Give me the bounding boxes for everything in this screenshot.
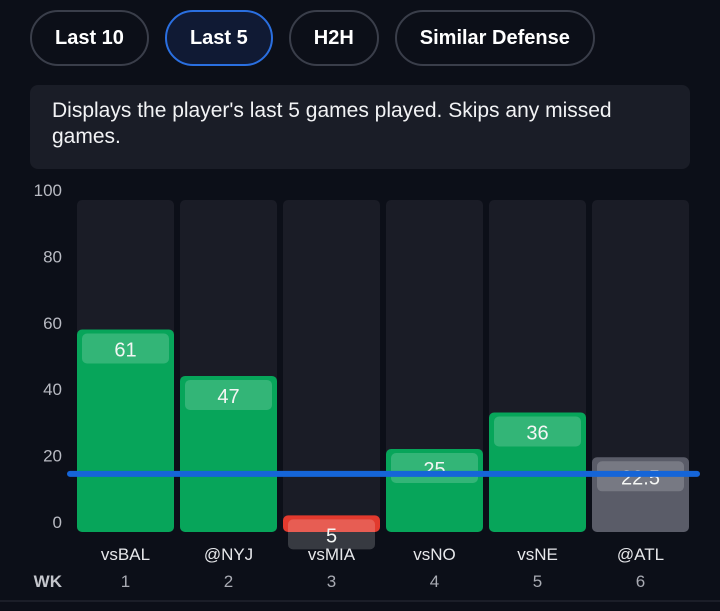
bar-@NYJ[interactable] [180, 375, 277, 532]
y-tick-label: 40 [43, 380, 62, 399]
description-text: Displays the player's last 5 games playe… [30, 85, 690, 169]
bar-value-label: 47 [217, 386, 239, 408]
week-axis-label: WK [34, 572, 63, 591]
week-number: 1 [121, 572, 130, 591]
opponent-label: vsNE [517, 545, 558, 564]
bar-value-pill [288, 519, 375, 550]
y-tick-label: 20 [43, 447, 62, 466]
week-number: 6 [636, 572, 645, 591]
opponent-label: vsNO [413, 545, 456, 564]
opponent-label: @ATL [617, 545, 664, 564]
y-tick-label: 100 [34, 181, 62, 200]
tab-h2h[interactable]: H2H [288, 10, 379, 66]
opponent-label: vsMIA [308, 545, 356, 564]
bar-value-label: 61 [114, 339, 136, 361]
opponent-label: @NYJ [204, 545, 253, 564]
week-number: 4 [430, 572, 439, 591]
bar-vsMIA[interactable] [283, 515, 380, 532]
week-number: 2 [224, 572, 233, 591]
bar-value-pill [494, 416, 581, 447]
opponent-label: vsBAL [101, 545, 150, 564]
week-number: 3 [327, 572, 336, 591]
y-tick-label: 60 [43, 314, 62, 333]
filter-tabs: Last 10 Last 5 H2H Similar Defense [30, 10, 595, 66]
bar-track[interactable] [283, 200, 380, 532]
tab-similar-defense[interactable]: Similar Defense [394, 10, 595, 66]
y-tick-label: 80 [43, 247, 62, 266]
tab-last-10[interactable]: Last 10 [30, 10, 149, 66]
bar-vsNO[interactable] [386, 449, 483, 532]
bar-value-label: 25 [423, 459, 445, 481]
bar-value-pill [82, 333, 169, 364]
divider [0, 600, 720, 602]
bar-vsBAL[interactable] [77, 329, 174, 532]
bar-value-pill [185, 379, 272, 410]
bar-track[interactable] [592, 200, 689, 532]
week-number: 5 [533, 572, 542, 591]
bar-value-label: 22.5 [621, 467, 660, 489]
bar-value-label: 36 [526, 422, 548, 444]
tab-last-5[interactable]: Last 5 [164, 10, 273, 66]
y-tick-label: 0 [53, 513, 62, 532]
bar-value-label: 5 [326, 525, 337, 547]
